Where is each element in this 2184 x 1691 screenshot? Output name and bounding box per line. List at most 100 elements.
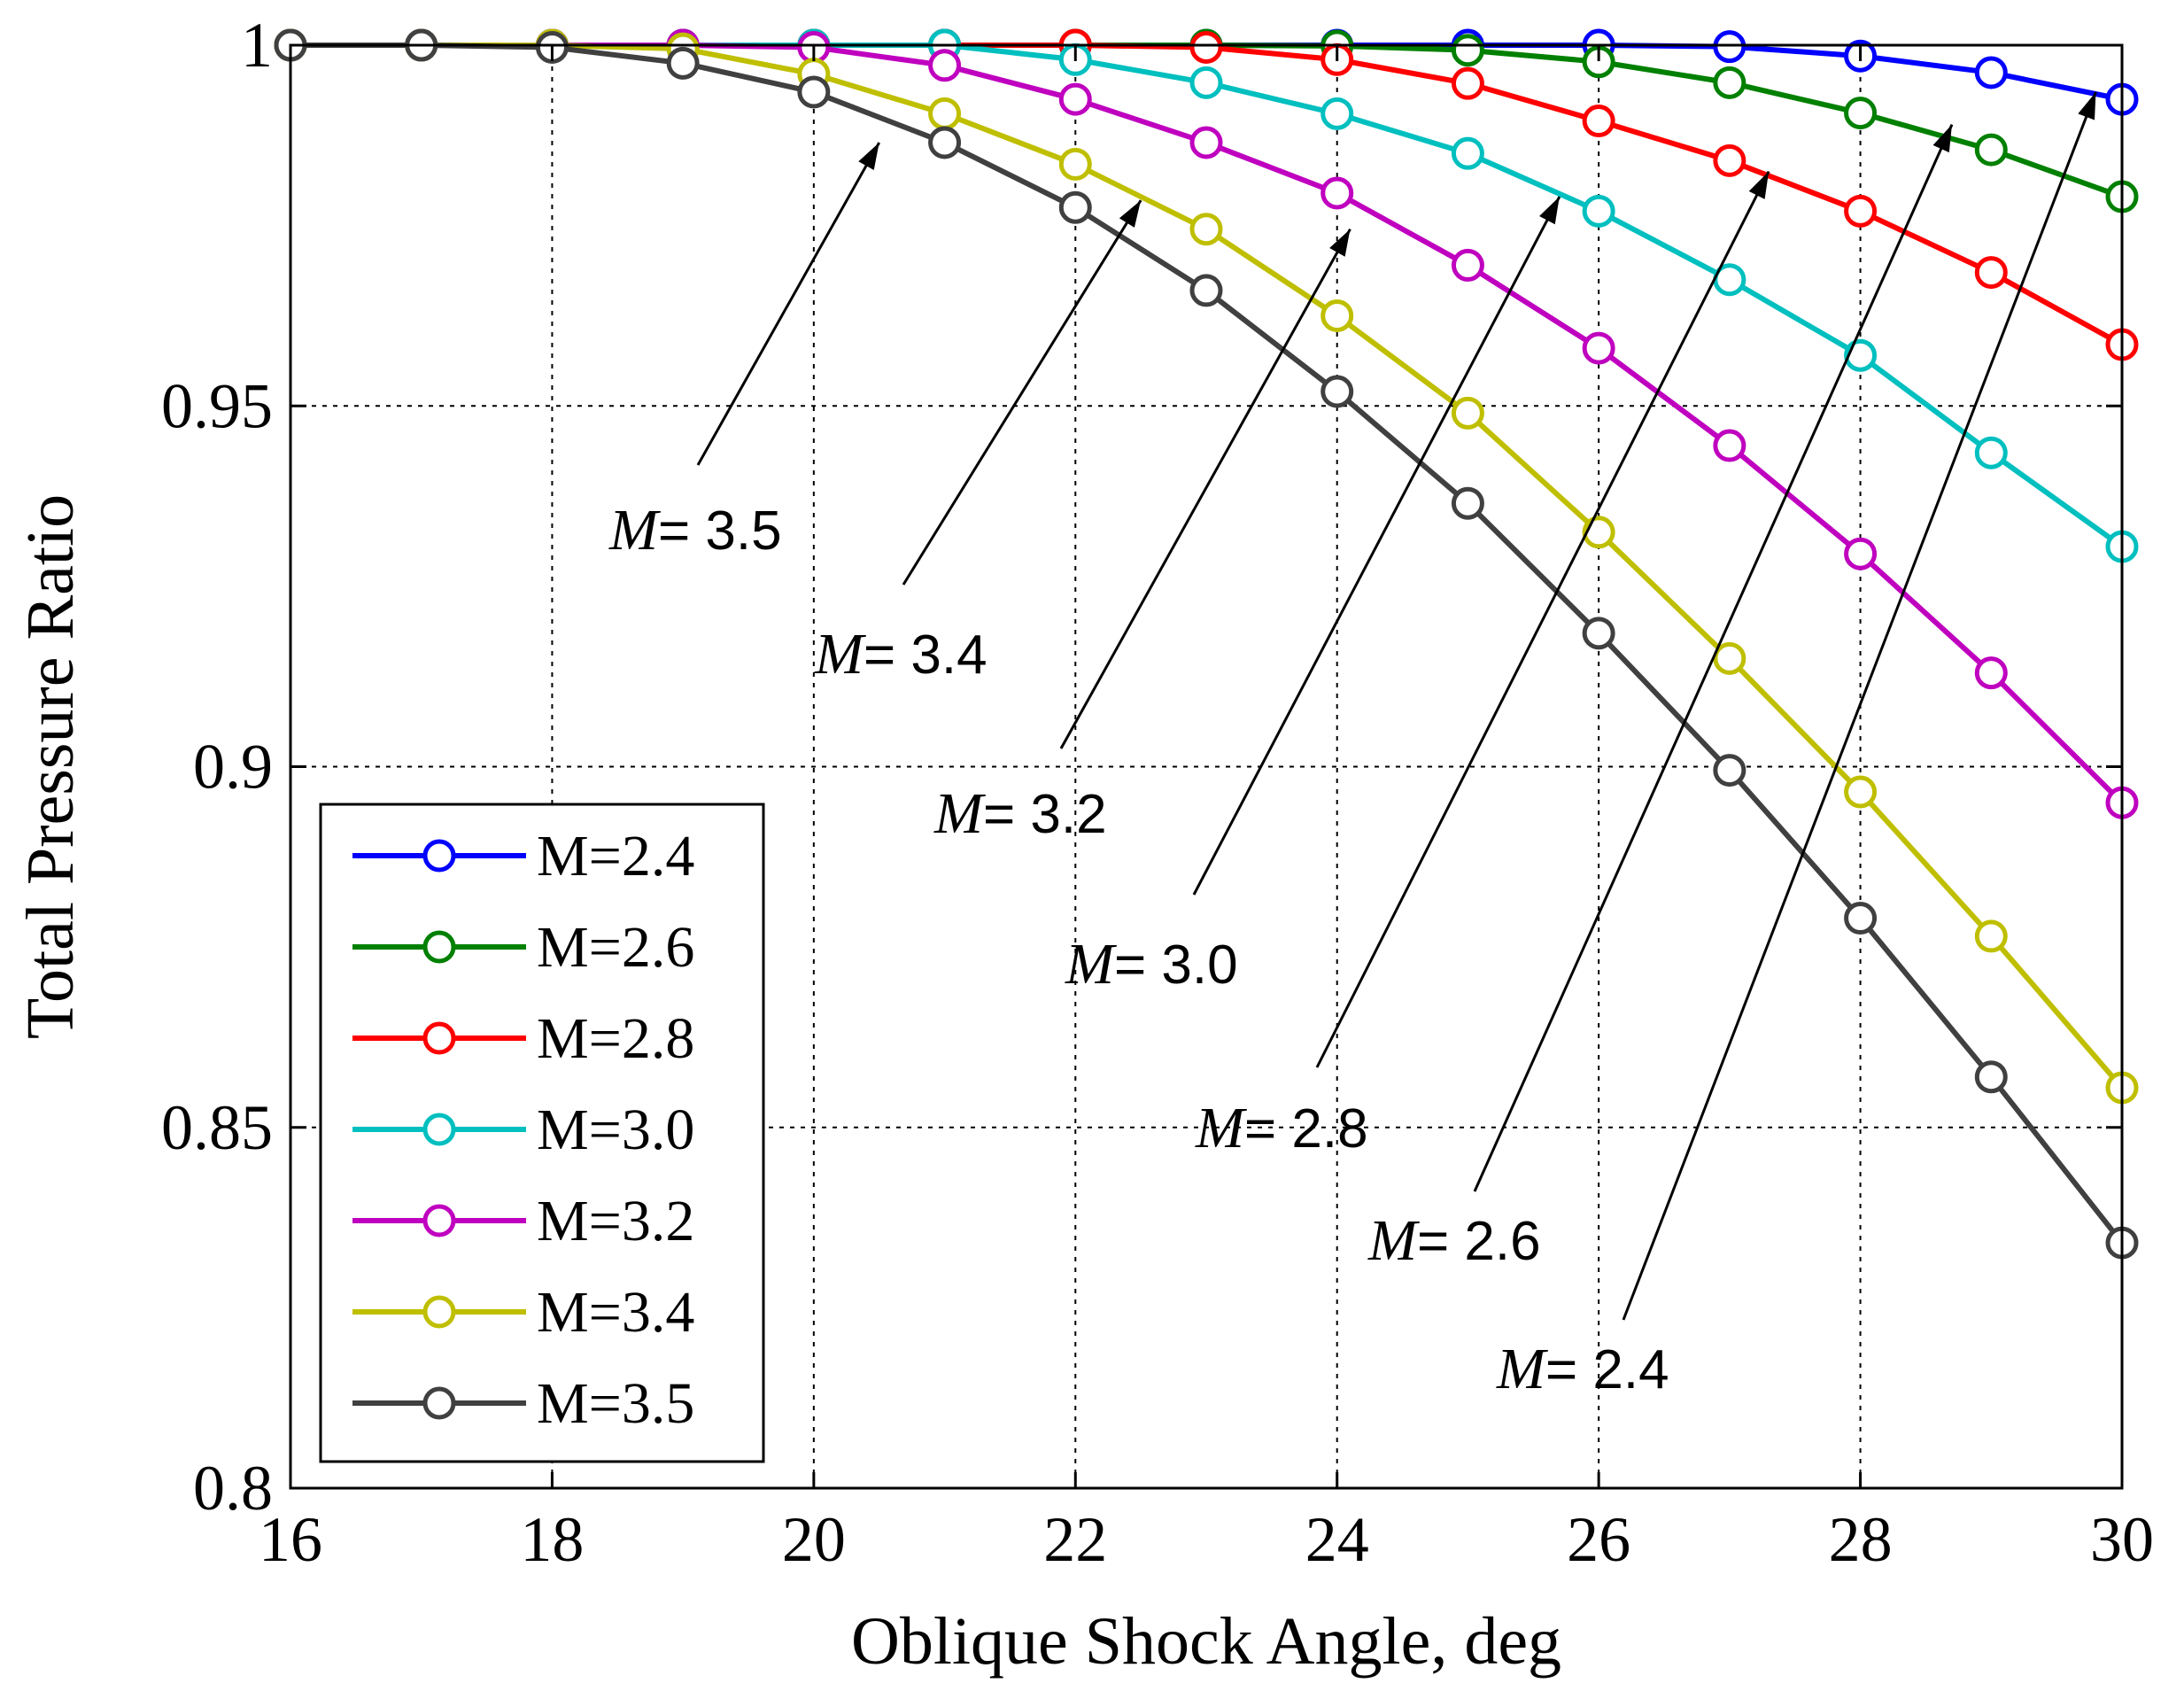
data-point — [1058, 147, 1092, 181]
data-point — [1582, 331, 1615, 365]
legend-marker — [422, 1113, 456, 1146]
annotation-value: = 3.5 — [658, 500, 782, 562]
legend-marker — [422, 839, 456, 873]
y-tick-label: 0.85 — [161, 1092, 273, 1163]
annotation-arrowhead — [1119, 200, 1142, 228]
legend-marker — [422, 930, 456, 964]
data-point — [1844, 338, 1878, 372]
data-point — [1713, 66, 1746, 99]
data-point — [928, 49, 962, 82]
legend-marker — [422, 1295, 456, 1329]
data-point — [1844, 902, 1878, 935]
annotation-value: = 2.4 — [1545, 1339, 1669, 1400]
data-point — [1451, 396, 1484, 430]
data-point — [1974, 1060, 2008, 1094]
data-point — [1844, 537, 1878, 570]
data-point — [1320, 176, 1354, 210]
y-axis-label: Total Pressure Ratio — [13, 494, 88, 1039]
annotation-label: M= 3.4 — [814, 622, 987, 686]
annotation-arrowhead — [1932, 124, 1952, 153]
data-point — [928, 97, 962, 130]
data-point — [1582, 617, 1615, 650]
data-point — [1189, 126, 1223, 159]
legend-label: M=3.4 — [537, 1280, 694, 1345]
data-point — [1844, 97, 1878, 130]
annotation-m-26: M= 2.6 — [1367, 123, 1954, 1273]
annotation-m-32: M= 3.2 — [933, 228, 1351, 846]
annotation-m-28: M= 2.8 — [1195, 170, 1770, 1160]
data-point — [1189, 213, 1223, 246]
annotation-symbol: M — [933, 781, 987, 846]
axis-ticks: 16 18 20 22 24 26 28 30 0.8 0.85 0.9 0.95 1 — [161, 10, 2154, 1575]
annotation-arrowhead — [2078, 91, 2096, 120]
annotation-value: = 2.6 — [1417, 1211, 1541, 1272]
data-point — [1058, 82, 1092, 116]
legend-item: M=3.5 — [352, 1371, 694, 1436]
data-point — [928, 126, 962, 159]
data-point — [1451, 248, 1484, 282]
data-point — [1974, 133, 2008, 167]
data-point — [1844, 194, 1878, 228]
data-point — [1451, 34, 1484, 67]
annotations-group: M= 3.5M= 3.4M= 3.2M= 3.0M= 2.8M= 2.6M= 2… — [608, 91, 2097, 1401]
data-point — [1713, 30, 1746, 64]
annotation-m-34: M= 3.4 — [814, 199, 1142, 686]
data-point — [1974, 656, 2008, 690]
data-point — [1974, 256, 2008, 290]
x-tick-label: 16 — [259, 1504, 322, 1575]
annotation-arrow-line — [1315, 170, 1770, 1068]
legend-label: M=3.2 — [537, 1189, 694, 1253]
x-axis-label: Oblique Shock Angle, deg — [851, 1604, 1561, 1679]
data-point — [1320, 97, 1354, 130]
legend-label: M=2.4 — [537, 824, 694, 888]
data-point — [1189, 30, 1223, 64]
data-point — [1713, 429, 1746, 462]
annotation-arrow-line — [696, 142, 881, 466]
x-tick-label: 24 — [1305, 1504, 1369, 1575]
data-point — [1974, 436, 2008, 469]
legend-item: M=2.8 — [352, 1006, 694, 1071]
data-point — [1713, 144, 1746, 177]
x-tick-label: 28 — [1829, 1504, 1893, 1575]
legend-item: M=3.2 — [352, 1189, 694, 1253]
annotation-label: M= 3.2 — [933, 781, 1107, 846]
legend-item: M=2.4 — [352, 824, 694, 888]
legend-item: M=3.0 — [352, 1098, 694, 1162]
data-point — [797, 75, 831, 109]
annotation-m-30: M= 3.0 — [1065, 196, 1561, 997]
data-point — [1320, 299, 1354, 332]
annotation-arrow-line — [1059, 228, 1351, 749]
data-point — [1974, 919, 2008, 953]
annotation-m-35: M= 3.5 — [608, 142, 881, 562]
x-tick-label: 18 — [520, 1504, 584, 1575]
annotation-m-24: M= 2.4 — [1496, 91, 2097, 1401]
annotation-value: = 3.4 — [864, 624, 987, 686]
data-point — [1189, 274, 1223, 307]
annotation-arrowhead — [1539, 197, 1560, 225]
legend-box — [319, 803, 765, 1463]
data-point — [1451, 66, 1484, 100]
y-tick-label: 0.8 — [193, 1453, 273, 1524]
annotation-label: M= 2.4 — [1496, 1337, 1669, 1401]
annotation-arrowhead — [1329, 229, 1351, 257]
series-m-3-2 — [274, 28, 2139, 819]
legend-item: M=2.6 — [352, 915, 694, 980]
annotation-value: = 3.2 — [983, 784, 1107, 845]
legend-marker — [422, 1204, 456, 1237]
annotation-value: = 3.0 — [1114, 935, 1238, 996]
annotation-value: = 2.8 — [1244, 1098, 1368, 1160]
y-tick-label: 1 — [241, 10, 273, 81]
annotation-symbol: M — [1367, 1208, 1421, 1273]
series-group — [274, 28, 2139, 1260]
data-point — [1844, 775, 1878, 809]
annotation-symbol: M — [1195, 1096, 1248, 1160]
annotation-symbol: M — [1065, 932, 1118, 997]
annotation-label: M= 2.8 — [1195, 1096, 1368, 1160]
legend-marker — [422, 1386, 456, 1420]
annotation-symbol: M — [1496, 1337, 1549, 1401]
data-point — [666, 46, 700, 80]
annotation-symbol: M — [814, 622, 867, 686]
annotation-arrowhead — [858, 142, 879, 171]
data-point — [1451, 136, 1484, 170]
